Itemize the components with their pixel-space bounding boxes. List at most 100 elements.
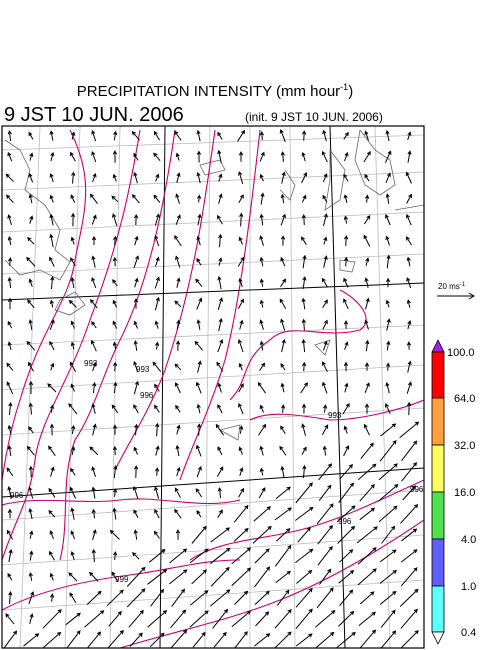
wind-arrow xyxy=(112,256,118,267)
wind-arrow xyxy=(405,236,412,246)
wind-arrow xyxy=(70,194,76,204)
wind-arrow xyxy=(365,297,370,310)
wind-arrow xyxy=(301,297,306,310)
wind-arrow xyxy=(259,131,265,140)
wind-arrow xyxy=(28,402,33,415)
wind-arrow xyxy=(364,362,370,371)
wind-arrow xyxy=(153,404,160,413)
wind-arrow xyxy=(385,277,391,288)
wind-arrow xyxy=(113,465,118,478)
wind-arrow xyxy=(92,423,97,436)
wind-arrow xyxy=(112,235,118,246)
wind-arrow xyxy=(301,236,307,246)
wind-arrow xyxy=(7,572,13,581)
wind-vectors xyxy=(3,129,420,648)
wind-arrow xyxy=(68,403,78,415)
wind-arrow xyxy=(174,487,181,498)
colorbar-under xyxy=(431,631,445,645)
wind-arrow xyxy=(107,629,124,648)
wind-arrow xyxy=(171,588,186,607)
wind-arrow xyxy=(301,423,306,436)
wind-arrow xyxy=(280,404,286,413)
wind-arrow xyxy=(281,171,286,184)
wind-arrow xyxy=(336,505,356,523)
wind-arrow xyxy=(69,361,77,372)
wind-arrow xyxy=(90,339,97,352)
wind-arrow xyxy=(29,613,34,624)
wind-arrow xyxy=(175,255,181,268)
wind-arrow xyxy=(6,381,14,395)
wind-arrow xyxy=(192,631,206,648)
wind-arrow xyxy=(29,215,34,224)
wind-arrow xyxy=(279,129,286,143)
wind-arrow xyxy=(170,609,187,629)
colorbar-bin xyxy=(431,491,445,540)
wind-arrow xyxy=(231,547,252,565)
wind-arrow xyxy=(406,381,412,394)
wind-arrow xyxy=(28,426,34,434)
contour-label: 993 xyxy=(328,411,342,420)
wind-arrow xyxy=(27,361,34,372)
wind-arrow xyxy=(296,569,313,584)
wind-arrow xyxy=(8,591,13,604)
colorbar-label: 100.0 xyxy=(447,347,475,359)
wind-arrow xyxy=(70,530,76,539)
wind-arrow xyxy=(153,152,161,162)
wind-arrow xyxy=(132,552,140,560)
wind-arrow xyxy=(407,131,412,140)
wind-arrow xyxy=(68,572,78,582)
wind-arrow xyxy=(343,298,349,310)
wind-arrow xyxy=(318,484,332,501)
wind-arrow xyxy=(280,425,286,434)
wind-arrow xyxy=(238,402,244,415)
wind-arrow xyxy=(6,362,14,371)
colorbar-labels: 100.0 64.0 32.0 16.0 4.0 1.0 0.4 xyxy=(447,347,476,639)
wind-arrow xyxy=(231,610,251,628)
wind-arrow xyxy=(359,591,375,605)
wind-arrow xyxy=(69,592,77,604)
wind-arrow xyxy=(134,423,139,436)
wind-arrow xyxy=(106,589,124,607)
colorbar-bin xyxy=(431,538,445,587)
wind-arrow xyxy=(339,589,354,607)
wind-arrow xyxy=(68,299,77,308)
colorbar-label: 1.0 xyxy=(461,581,476,593)
wind-arrow xyxy=(364,194,370,203)
contour-label: 993 xyxy=(84,359,98,368)
wind-arrow xyxy=(196,510,202,518)
wind-arrow xyxy=(48,445,56,456)
wind-arrow xyxy=(259,173,264,182)
wind-arrow xyxy=(365,257,370,266)
wind-arrow xyxy=(212,608,229,629)
wind-arrow xyxy=(154,296,160,311)
wind-arrow xyxy=(322,299,328,309)
wind-arrow xyxy=(317,545,333,566)
wind-arrow xyxy=(195,278,203,288)
wind-arrow xyxy=(321,424,329,436)
wind-arrow xyxy=(91,466,96,477)
wind-arrow xyxy=(363,423,370,436)
wind-arrow xyxy=(175,529,181,540)
wind-arrow xyxy=(301,446,307,455)
wind-arrow xyxy=(364,130,369,141)
wind-arrow xyxy=(323,255,328,268)
wind-arrow xyxy=(197,213,202,226)
wind-arrow xyxy=(357,463,377,481)
wind-arrow xyxy=(234,590,249,605)
colorbar-bin xyxy=(431,397,445,446)
wind-arrow xyxy=(49,173,54,183)
wind-arrow xyxy=(49,550,55,561)
wind-arrow xyxy=(344,341,349,350)
wind-arrow xyxy=(89,298,98,309)
wind-arrow xyxy=(280,193,285,204)
wind-arrow xyxy=(191,569,208,585)
wind-arrow xyxy=(196,319,201,330)
wind-arrow xyxy=(84,610,105,628)
wind-arrow xyxy=(338,610,355,627)
wind-arrow xyxy=(279,445,287,456)
wind-arrow xyxy=(218,173,223,182)
wind-arrow xyxy=(49,194,54,203)
wind-arrow xyxy=(359,629,377,648)
wind-arrow xyxy=(239,467,244,477)
wind-arrow xyxy=(196,171,201,184)
